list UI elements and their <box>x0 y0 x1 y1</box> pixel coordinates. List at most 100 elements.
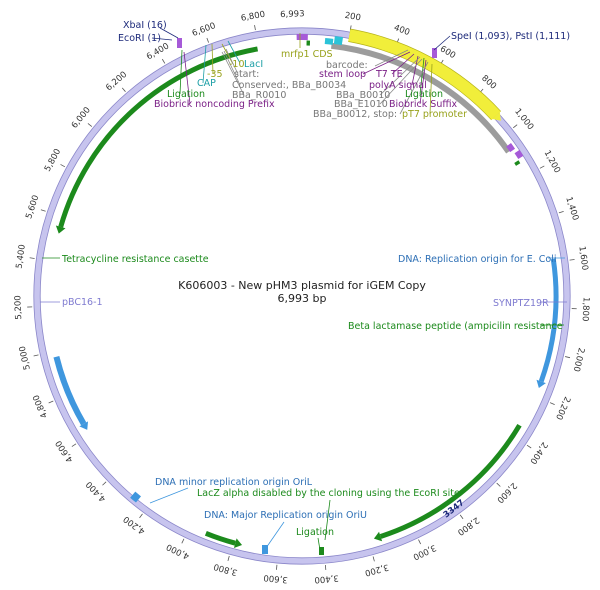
lacz-alpha-label[interactable]: LacZ alpha disabled by the cloning using… <box>197 488 460 499</box>
feature-laci-arc[interactable] <box>333 36 344 46</box>
leader-line <box>379 56 421 96</box>
leader-line <box>399 61 429 115</box>
feature-ori-ecoli-arrow[interactable] <box>536 379 546 389</box>
tick-label: 2,800 <box>455 515 481 537</box>
leader-line <box>317 537 321 551</box>
tick-label: 1,400 <box>563 196 580 222</box>
conserved-label[interactable]: Conserved:, BBa_B0034 <box>232 80 346 91</box>
feature-mrfp1-arrow[interactable] <box>492 112 501 121</box>
backbone-layer <box>33 27 571 565</box>
pt7-promoter-label[interactable]: pT7 promoter <box>402 109 467 120</box>
feature-ori-minor-arrow[interactable] <box>79 421 89 430</box>
tick-label: 6,600 <box>191 21 217 39</box>
leader-line <box>221 51 245 96</box>
tick-mark <box>33 354 39 357</box>
tick-mark <box>87 123 93 127</box>
feature-ori-major-marker[interactable] <box>262 545 268 554</box>
feature-beta-lac-arc[interactable] <box>379 423 522 539</box>
tick-label: 2,000 <box>571 347 586 373</box>
tetracycline-resistance-label[interactable]: Tetracycline resistance casette <box>61 254 209 265</box>
feature-site-marker-left[interactable] <box>177 38 182 48</box>
feature-beta-lac-arrow[interactable] <box>373 531 383 542</box>
bba-e1010-label[interactable]: BBa_E1010 <box>334 99 388 110</box>
feature-ligation-bottom-arrow[interactable] <box>233 538 243 548</box>
ligation-bottom-label[interactable]: Ligation <box>296 527 334 538</box>
leader-line <box>433 35 451 51</box>
feature-ligation-bottom-arc[interactable] <box>204 530 236 546</box>
mrfp1-cds-label[interactable]: mrfp1 CDS <box>281 49 333 60</box>
feature-mrfp1-arc[interactable] <box>348 29 501 120</box>
biobrick-suffix-label[interactable]: Biobrick Suffix <box>389 99 458 110</box>
ecori-site-label[interactable]: EcoRI (1) <box>118 33 161 44</box>
tick-label: 6,200 <box>104 70 129 93</box>
feature-ori-minor-arc[interactable] <box>53 356 87 426</box>
tick-label: 4,800 <box>31 393 50 419</box>
tick-label: 1,600 <box>576 246 589 271</box>
spei-psti-site-label[interactable]: SpeI (1,093), PstI (1,111) <box>451 31 570 42</box>
tick-mark <box>254 25 256 31</box>
barcode-label[interactable]: barcode: <box>326 60 368 71</box>
tick-label: 3,000 <box>411 542 437 562</box>
tick-label: 2,400 <box>527 440 549 466</box>
feature-site-marker-right[interactable] <box>432 48 437 58</box>
feature-ligation-right-arc[interactable] <box>514 160 521 166</box>
feature-ligation-bottom-marker[interactable] <box>319 547 324 555</box>
tick-mark <box>569 259 575 261</box>
tick-label: 5,000 <box>18 345 33 371</box>
feature-suffix-arc[interactable] <box>514 149 524 160</box>
tick-mark <box>121 87 126 92</box>
tick-mark <box>372 556 375 562</box>
tick-mark <box>40 209 46 212</box>
leader-line <box>223 50 241 86</box>
ori-minor-label[interactable]: DNA minor replication origin OriL <box>155 477 313 488</box>
feature-tet-arc[interactable] <box>58 46 259 228</box>
backbone-ring <box>34 28 570 564</box>
tick-label: 3,200 <box>364 561 390 577</box>
ori-major-label[interactable]: DNA: Major Replication origin OriU <box>204 510 367 521</box>
leader-line <box>411 55 419 86</box>
tick-mark <box>181 538 185 544</box>
tick-mark <box>227 555 230 561</box>
start-label[interactable]: start: <box>234 69 259 80</box>
bba-b0010-label[interactable]: BBa_B0010 <box>336 90 390 101</box>
leader-line <box>225 48 239 75</box>
minus35-label[interactable]: -35 <box>207 69 223 80</box>
leader-line <box>379 58 423 105</box>
pbc16-1-label[interactable]: pBC16-1 <box>62 297 103 308</box>
stem-loop-label[interactable]: stem loop <box>319 69 366 80</box>
tick-mark <box>565 356 571 359</box>
ligation-right-label[interactable]: Ligation <box>405 89 443 100</box>
cap-label[interactable]: CAP <box>197 78 216 89</box>
bba-r0010-label[interactable]: BBa_R0010 <box>232 90 286 101</box>
feature-ori-major-arc[interactable] <box>130 491 142 503</box>
ori-ecoli-label[interactable]: DNA: Replication origin for E. Coli <box>398 254 556 265</box>
leader-line <box>227 40 241 64</box>
tick-label: 3,600 <box>263 572 288 584</box>
tick-label: 4,400 <box>84 479 108 504</box>
tick-mark <box>161 58 166 64</box>
t7-te-label[interactable]: T7 TE <box>375 69 403 80</box>
synptz19r-label[interactable]: SYNPTZ19R <box>493 298 549 309</box>
tick-mark <box>60 164 66 168</box>
feature-t7te-arc[interactable] <box>506 143 516 153</box>
tick-mark <box>459 514 464 520</box>
leader-line <box>149 487 189 504</box>
laci-label[interactable]: LacI <box>244 59 263 70</box>
xbai-site-label[interactable]: XbaI (16) <box>123 20 167 31</box>
beta-lactamase-label[interactable]: Beta lactamase peptide (ampicilin resist… <box>348 321 563 332</box>
leader-line <box>324 499 331 541</box>
tick-label: 6,400 <box>145 41 171 62</box>
ligation-left-label[interactable]: Ligation <box>167 89 205 100</box>
polya-signal-label[interactable]: polyA signal <box>369 80 427 91</box>
leader-line <box>374 49 409 67</box>
feature-cap-arc[interactable] <box>324 38 334 45</box>
bba-b0012-label[interactable]: BBa_B0012, stop: <box>313 109 397 120</box>
tick-label: 3,800 <box>213 561 239 577</box>
tick-label: 4,000 <box>165 541 191 561</box>
feature-ori-ecoli-arc[interactable] <box>538 258 559 383</box>
tick-label-end: 6,993 <box>280 9 305 20</box>
minus10-label[interactable]: -10 <box>229 59 245 70</box>
leader-line <box>362 51 411 75</box>
feature-tet-arrow[interactable] <box>55 225 66 234</box>
biobrick-prefix-label[interactable]: Biobrick noncoding Prefix <box>154 99 275 110</box>
